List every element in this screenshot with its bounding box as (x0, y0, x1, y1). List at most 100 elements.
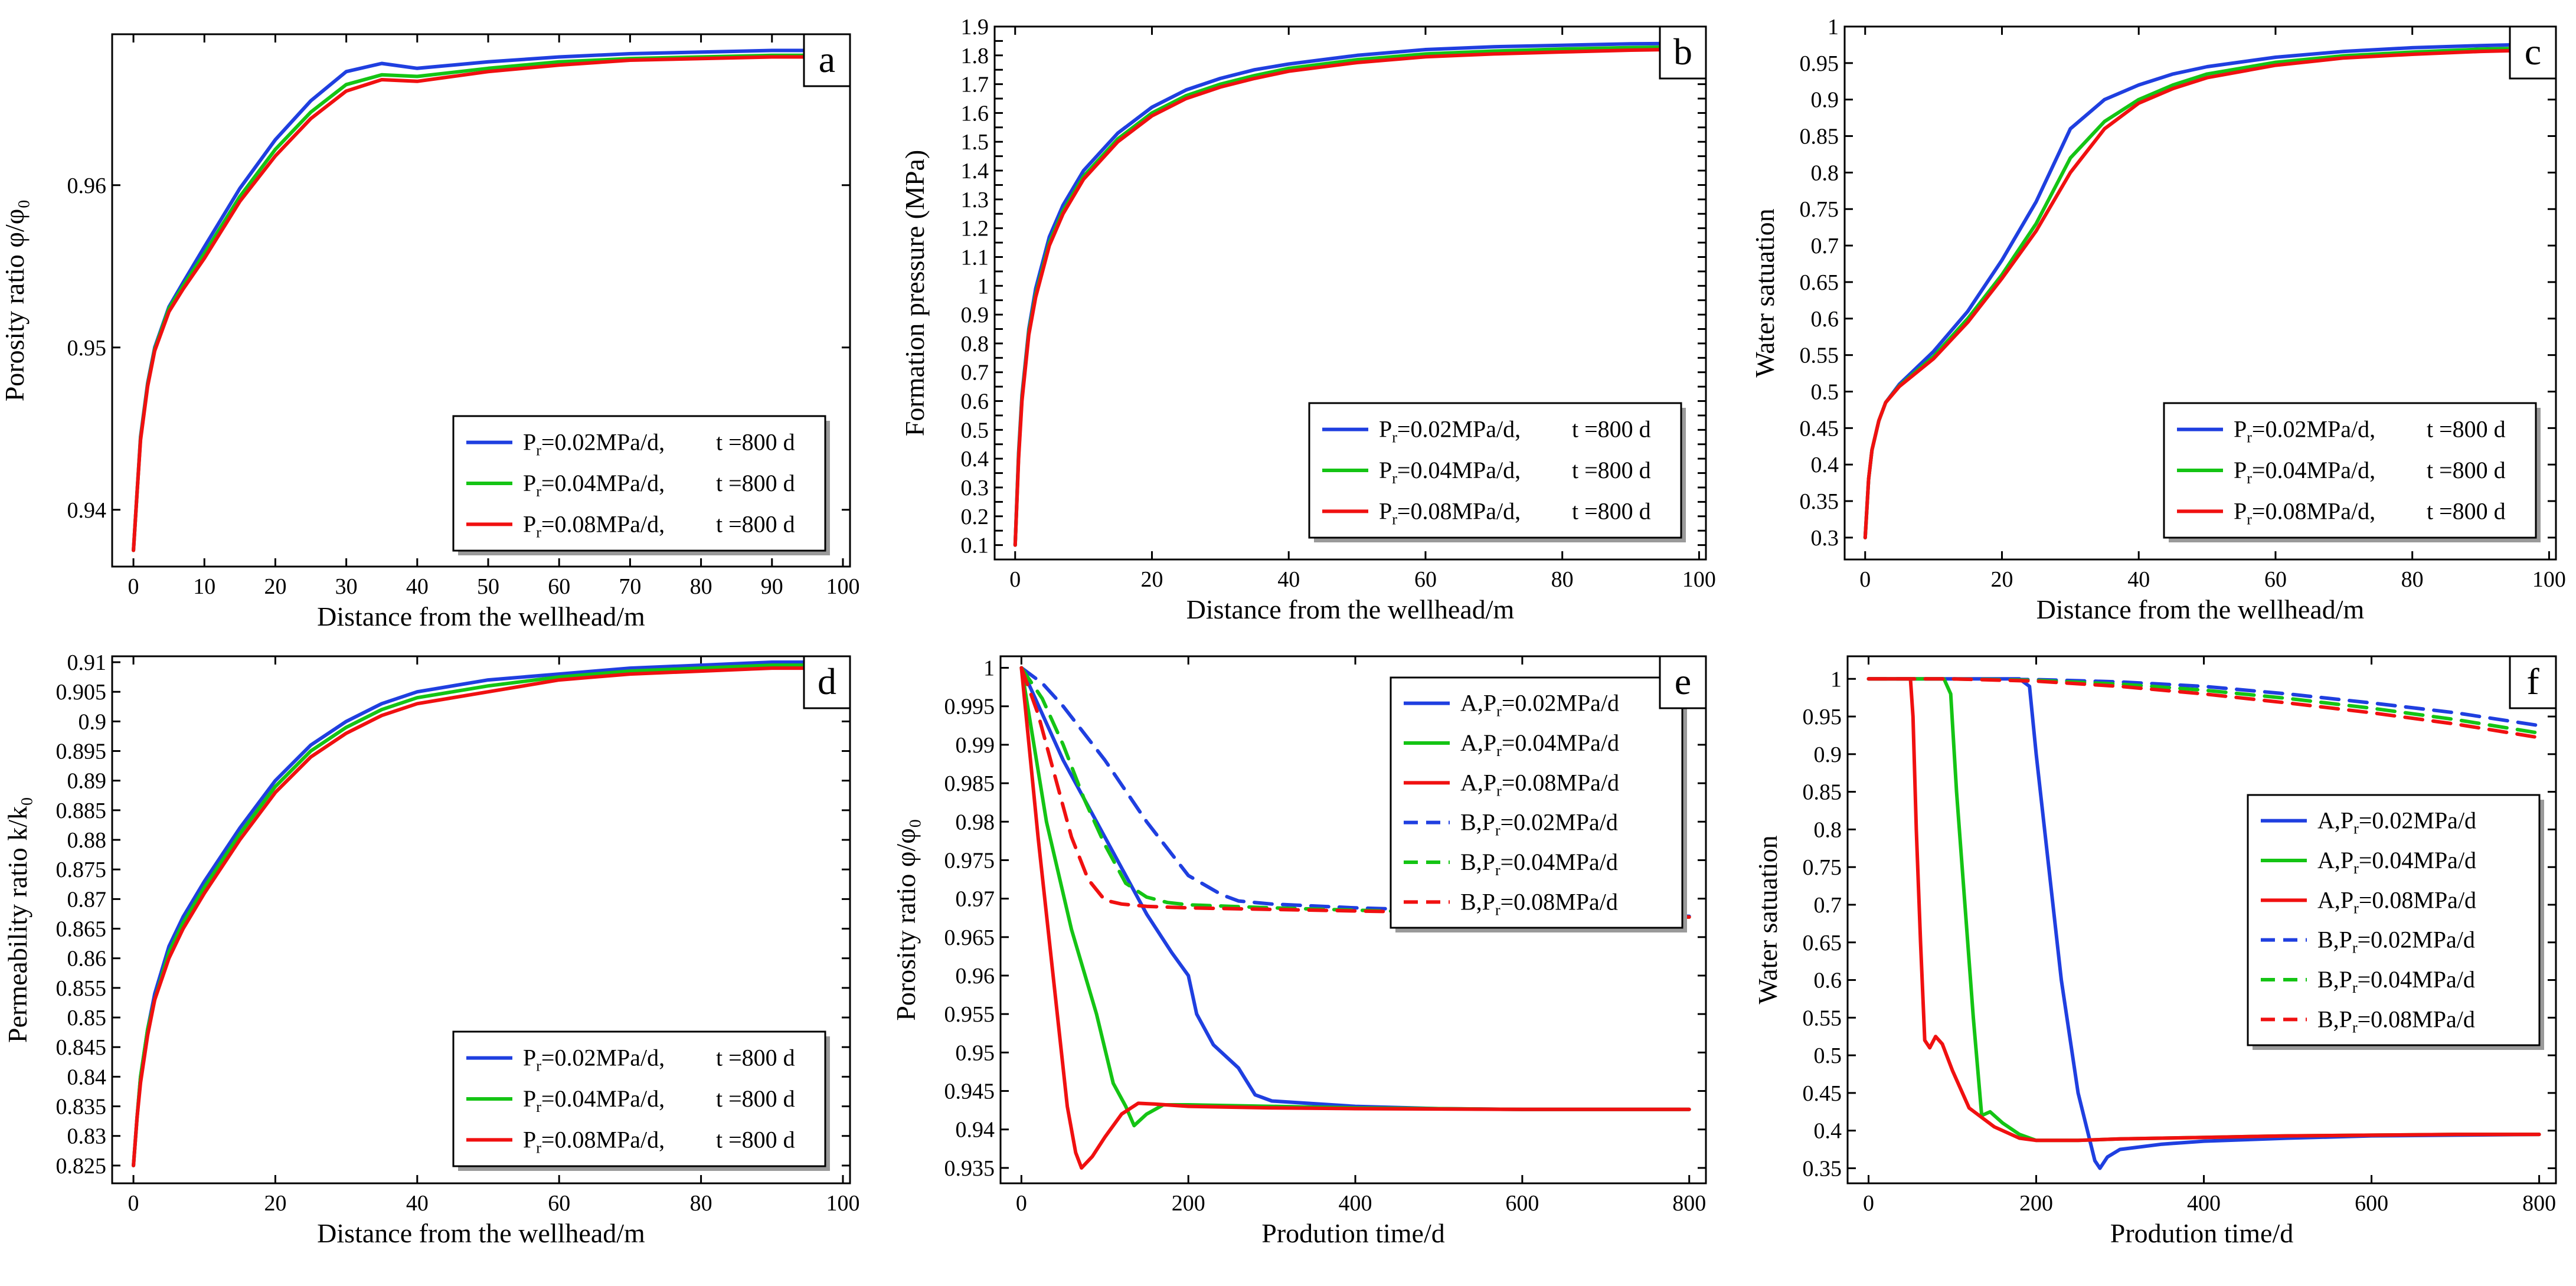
y-tick-label: 1 (983, 656, 995, 681)
legend-label: Pr=0.02MPa/d, (1379, 416, 1521, 446)
panel-a: 0 10 20 30 40 50 60 70 80 90 100 0.94 0.95 0.96 Distan… (0, 33, 859, 631)
y-axis-label: Water satuation (1753, 835, 1783, 1004)
y-tick-label: 0.895 (56, 739, 107, 764)
x-axis-label: Prodution time/d (2110, 1218, 2294, 1248)
y-tick-label: 0.955 (944, 1002, 995, 1027)
y-tick-label: 0.7 (1814, 893, 1842, 918)
y-tick-label: 0.835 (56, 1095, 107, 1120)
y-tick-label: 0.89 (67, 769, 107, 794)
y-tick-label: 1.8 (961, 44, 989, 68)
y-tick-label: 1.5 (961, 130, 989, 155)
legend-box (452, 1030, 826, 1167)
series-line-f-4 (1866, 677, 2541, 735)
y-tick-label: 0.65 (1803, 931, 1842, 955)
y-tick-label: 0.99 (956, 733, 995, 758)
panel-letter-box (1659, 25, 1707, 80)
legend-label: A,Pr=0.04MPa/d (1460, 729, 1619, 760)
x-tick-label: 100 (2532, 567, 2566, 592)
y-tick-label: 0.94 (67, 498, 107, 523)
x-tick-label: 40 (1277, 567, 1300, 592)
y-tick-label: 0.8 (961, 332, 989, 356)
x-tick-label: 20 (264, 1191, 286, 1216)
y-tick-label: 0.96 (67, 174, 107, 198)
x-tick-label: 200 (2019, 1191, 2053, 1216)
x-tick-label: 0 (1016, 1191, 1027, 1216)
legend-label: A,Pr=0.08MPa/d (2317, 886, 2476, 917)
x-tick-label: 20 (1140, 567, 1163, 592)
legend-time-label: t =800 d (716, 1126, 795, 1153)
legend-time-label: t =800 d (1572, 498, 1651, 524)
legend-label: Pr=0.04MPa/d, (523, 1085, 665, 1115)
x-tick-label: 80 (1551, 567, 1574, 592)
panel-c: 0 20 40 60 80 100 0.3 0.35 0.4 0.45 0.5 0.55 0.6 0.65… (1750, 15, 2566, 624)
legend-label: Pr=0.02MPa/d, (523, 429, 665, 459)
y-tick-label: 0.6 (961, 390, 989, 414)
x-axis-label: Distance from the wellhead/m (2036, 594, 2365, 624)
y-tick-label: 0.75 (1800, 197, 1839, 222)
y-tick-label: 0.7 (1811, 234, 1839, 258)
legend-label: Pr=0.08MPa/d, (1379, 498, 1521, 528)
y-tick-label: 0.86 (67, 947, 107, 971)
y-tick-label: 0.84 (67, 1065, 107, 1089)
legend-box (1308, 402, 1682, 539)
y-tick-label: 0.65 (1800, 270, 1839, 295)
y-tick-label: 0.88 (67, 828, 107, 853)
y-tick-label: 1.1 (961, 245, 989, 270)
x-tick-label: 80 (690, 1191, 712, 1216)
x-tick-label: 0 (1863, 1191, 1874, 1216)
legend-c: Pr=0.02MPa/d, t =800 d Pr=0.04MPa/d, t =800… (2163, 402, 2541, 542)
y-tick-label: 0.3 (961, 476, 989, 500)
series-line-d-2 (132, 666, 809, 1167)
plot-frame (993, 25, 1707, 561)
y-tick-label: 0.9 (79, 709, 107, 734)
x-axis-label: Distance from the wellhead/m (317, 601, 645, 631)
y-tick-label: 0.95 (1800, 51, 1839, 76)
y-tick-label: 0.2 (961, 505, 989, 529)
y-tick-label: 0.94 (956, 1118, 995, 1143)
legend-label: Pr=0.08MPa/d, (523, 1126, 665, 1156)
x-tick-label: 80 (690, 574, 712, 599)
series-line-c-2 (1863, 48, 2517, 539)
y-tick-label: 0.85 (1803, 780, 1842, 805)
panel-letter: b (1673, 31, 1692, 73)
y-axis-label: Water satuation (1750, 208, 1780, 377)
legend-d: Pr=0.02MPa/d, t =800 d Pr=0.04MPa/d, t =800… (452, 1030, 830, 1171)
y-tick-label: 0.55 (1800, 343, 1839, 368)
x-tick-label: 400 (1339, 1191, 1372, 1216)
y-tick-label: 0.3 (1811, 526, 1839, 551)
y-tick-label: 0.91 (67, 650, 107, 675)
y-tick-label: 0.1 (961, 534, 989, 558)
legend-label: A,Pr=0.08MPa/d (1460, 769, 1619, 799)
legend-time-label: t =800 d (716, 429, 795, 456)
panel-letter-box (2509, 25, 2557, 80)
y-tick-label: 1.3 (961, 188, 989, 212)
x-tick-label: 600 (2355, 1191, 2388, 1216)
y-tick-label: 1.9 (961, 15, 989, 40)
x-tick-label: 60 (1414, 567, 1437, 592)
y-tick-label: 0.885 (56, 799, 107, 823)
legend-box (2247, 794, 2541, 1046)
y-tick-label: 0.905 (56, 680, 107, 705)
x-tick-label: 60 (2264, 567, 2287, 592)
y-tick-label: 0.845 (56, 1035, 107, 1060)
y-tick-label: 1.6 (961, 101, 989, 126)
legend-time-label: t =800 d (2427, 457, 2506, 483)
x-tick-label: 20 (264, 574, 286, 599)
legend-e: A,Pr=0.02MPa/d A,Pr=0.04MPa/d A,Pr=0.08MPa… (1390, 676, 1687, 932)
y-tick-label: 0.875 (56, 858, 107, 882)
y-tick-label: 0.95 (67, 336, 107, 361)
panel-b: 0 20 40 60 80 100 0.1 0.2 0.3 0.4 0.5 0.6 0.7 0.8 0.9 1… (900, 15, 1716, 624)
y-tick-label: 0.4 (1811, 453, 1839, 477)
y-tick-label: 0.9 (961, 303, 989, 328)
x-tick-label: 600 (1505, 1191, 1539, 1216)
y-tick-label: 0.6 (1814, 968, 1842, 993)
legend-label: A,Pr=0.02MPa/d (2317, 807, 2476, 837)
y-tick-label: 0.5 (1811, 379, 1839, 404)
series-line-b-2 (1013, 47, 1701, 547)
y-tick-label: 0.35 (1800, 489, 1839, 514)
x-tick-label: 90 (761, 574, 783, 599)
x-tick-label: 60 (548, 574, 570, 599)
plot-frame (111, 33, 851, 568)
y-tick-label: 0.855 (56, 976, 107, 1001)
x-tick-label: 100 (826, 1191, 859, 1216)
